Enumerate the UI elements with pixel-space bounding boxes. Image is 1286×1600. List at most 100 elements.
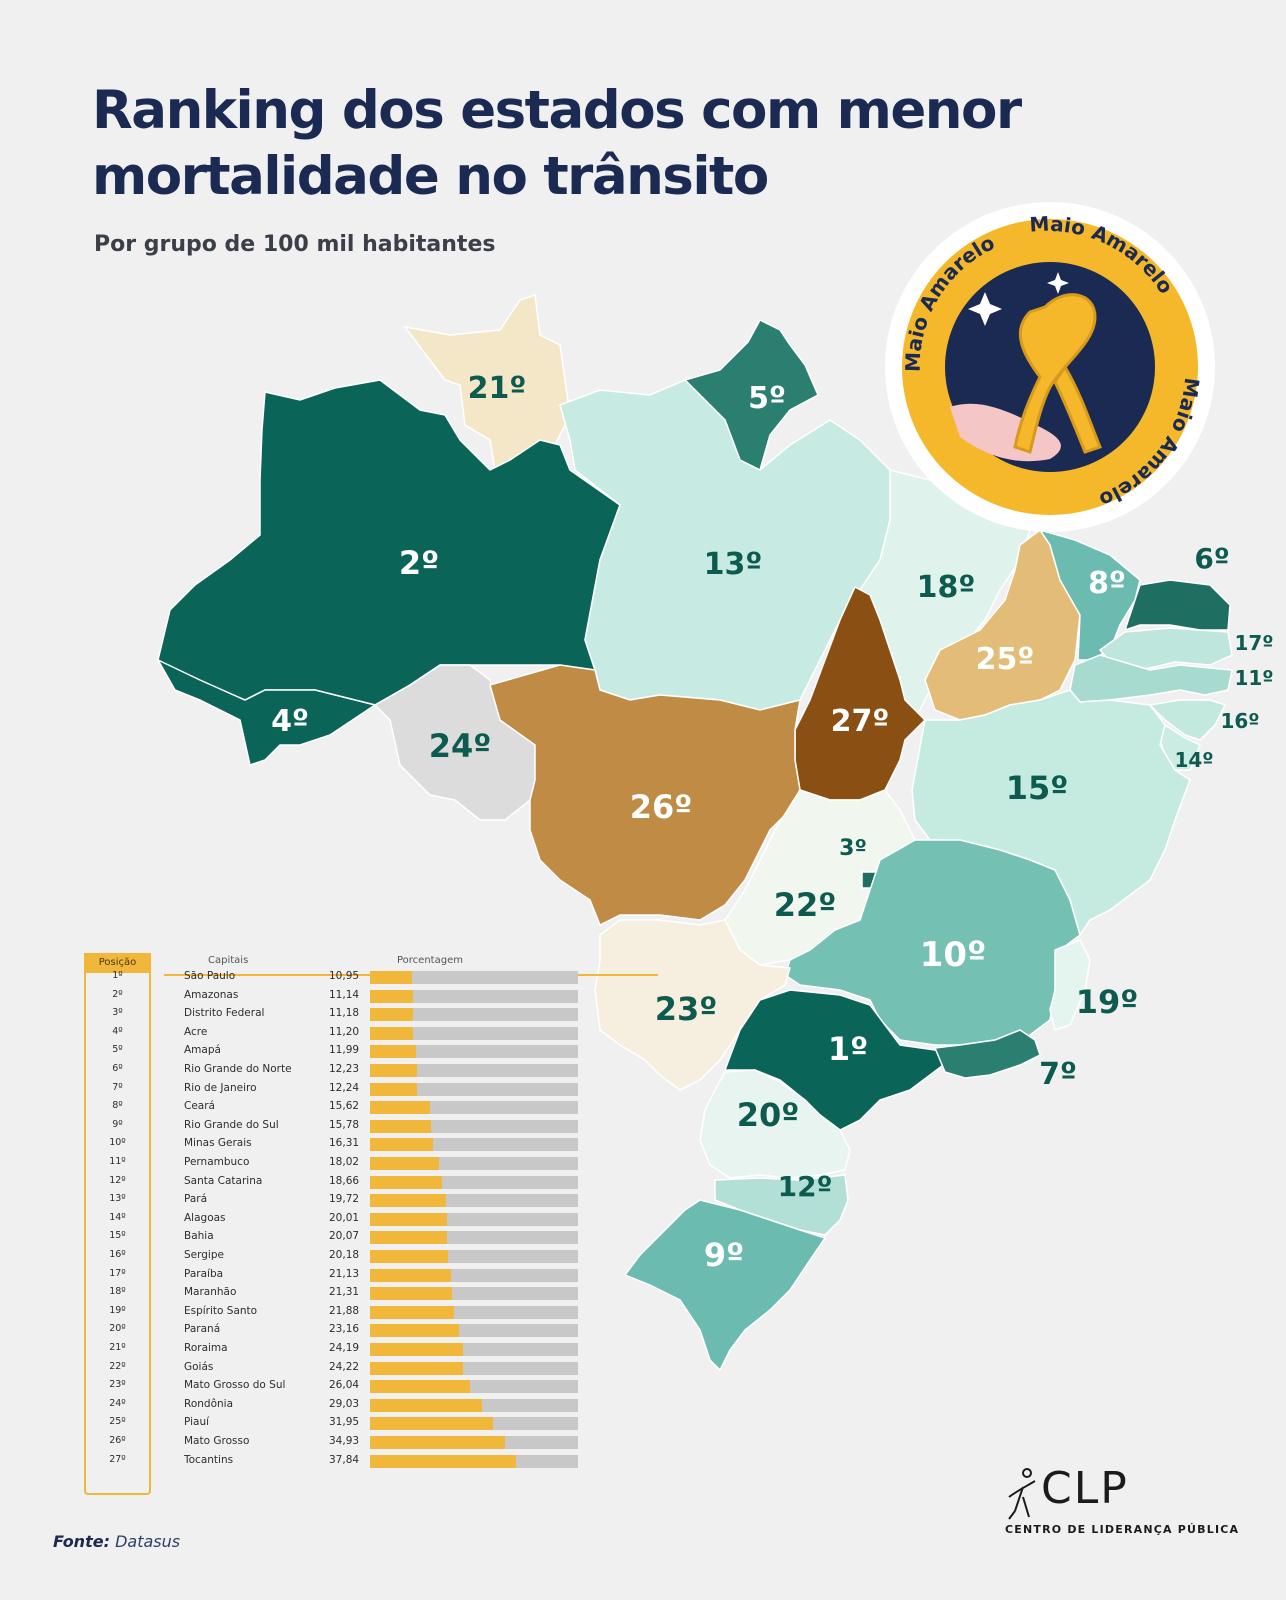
row-bar-track bbox=[370, 1268, 578, 1282]
row-position: 21º bbox=[109, 1342, 126, 1353]
row-state: Maranhão bbox=[184, 1286, 237, 1299]
rank-label-roraima: 21º bbox=[468, 371, 527, 406]
row-state: Paraná bbox=[184, 1323, 221, 1336]
row-state: Acre bbox=[184, 1025, 208, 1038]
row-bar-track bbox=[370, 1101, 578, 1115]
row-value: 21,31 bbox=[329, 1286, 360, 1299]
state-mato-grosso bbox=[489, 664, 801, 927]
rank-label-goias: 22º bbox=[774, 886, 837, 924]
row-position: 8º bbox=[112, 1100, 123, 1112]
row-bar-track bbox=[370, 1287, 578, 1301]
row-position: 25º bbox=[109, 1416, 126, 1428]
row-state: Alagoas bbox=[184, 1211, 226, 1224]
row-bar bbox=[370, 1101, 431, 1115]
row-value: 21,13 bbox=[329, 1267, 360, 1280]
row-state: Rondônia bbox=[184, 1397, 233, 1410]
clp-logo: CLP CENTRO DE LIDERANÇA PÚBLICA bbox=[1005, 1463, 1238, 1555]
table-row: 20º Paraná 23,16 bbox=[80, 1321, 660, 1339]
row-bar-track bbox=[370, 1119, 578, 1133]
position-header: Posição bbox=[84, 953, 151, 973]
row-bar-track bbox=[370, 1324, 578, 1338]
row-state: Rio de Janeiro bbox=[184, 1081, 257, 1094]
capitals-header: Capitais bbox=[208, 955, 249, 966]
row-bar-track bbox=[370, 1064, 578, 1077]
row-value: 26,04 bbox=[329, 1379, 360, 1392]
state-shapes bbox=[156, 293, 1233, 1372]
row-position: 5º bbox=[112, 1044, 123, 1056]
row-state: Distrito Federal bbox=[184, 1007, 265, 1020]
state-rio-grande-do-sul bbox=[623, 1199, 827, 1372]
table-row: 14º Alagoas 20,01 bbox=[80, 1210, 660, 1228]
row-bar-track bbox=[370, 1138, 578, 1152]
row-bar-track bbox=[370, 1380, 578, 1394]
row-position: 3º bbox=[112, 1007, 123, 1019]
rank-label-bahia: 15º bbox=[1006, 769, 1069, 807]
row-state: Rio Grande do Norte bbox=[184, 1063, 292, 1075]
row-value: 10,95 bbox=[329, 970, 360, 982]
row-value: 11,99 bbox=[329, 1044, 360, 1057]
row-bar bbox=[370, 1436, 505, 1449]
row-bar bbox=[370, 1398, 482, 1412]
state-parana bbox=[699, 1069, 851, 1179]
rank-label-santa-catarina: 12º bbox=[778, 1170, 833, 1203]
table-row: 8º Ceará 15,62 bbox=[80, 1098, 660, 1116]
row-position: 16º bbox=[109, 1249, 126, 1260]
row-state: Piauí bbox=[184, 1416, 210, 1429]
rank-label-para: 13º bbox=[704, 547, 763, 582]
row-bar-track bbox=[370, 1175, 578, 1189]
row-position: 2º bbox=[112, 988, 123, 1000]
table-row: 15º Bahia 20,07 bbox=[80, 1228, 660, 1246]
table-row: 18º Maranhão 21,31 bbox=[80, 1284, 660, 1302]
row-bar-track bbox=[370, 1157, 578, 1170]
table-row: 13º Pará 19,72 bbox=[80, 1191, 660, 1209]
rank-label-mato-grosso-do-sul: 23º bbox=[655, 990, 718, 1028]
row-bar-track bbox=[370, 971, 578, 984]
row-position: 6º bbox=[112, 1063, 123, 1074]
table-row: 12º Santa Catarina 18,66 bbox=[80, 1173, 660, 1191]
row-bar-track bbox=[370, 1212, 578, 1226]
state-amazonas bbox=[157, 379, 621, 706]
row-position: 23º bbox=[109, 1379, 126, 1391]
row-state: São Paulo bbox=[184, 970, 236, 982]
row-value: 15,62 bbox=[329, 1100, 360, 1113]
table-row: 5º Amapá 11,99 bbox=[80, 1042, 660, 1060]
rank-label-tocantins: 27º bbox=[831, 704, 890, 739]
row-bar bbox=[370, 1417, 494, 1431]
row-position: 14º bbox=[109, 1211, 126, 1223]
row-bar bbox=[370, 1268, 452, 1282]
row-bar bbox=[370, 1287, 453, 1301]
maio-amarelo-badge: Maio Amarelo Maio Amarelo Maio Amarelo bbox=[885, 202, 1215, 532]
table-row: 4º Acre 11,20 bbox=[80, 1024, 660, 1042]
table-row: 22º Goiás 24,22 bbox=[80, 1359, 660, 1377]
row-bar bbox=[370, 1082, 418, 1096]
row-bar bbox=[370, 1157, 440, 1170]
rank-label-amapa: 5º bbox=[748, 381, 786, 416]
rank-label-piaui: 25º bbox=[976, 642, 1035, 677]
row-position: 27º bbox=[109, 1453, 126, 1465]
table-row: 9º Rio Grande do Sul 15,78 bbox=[80, 1117, 660, 1135]
row-bar-track bbox=[370, 1045, 578, 1059]
row-value: 31,95 bbox=[329, 1416, 360, 1429]
table-row: 27º Tocantins 37,84 bbox=[80, 1452, 660, 1470]
rank-label-rondonia: 24º bbox=[429, 727, 492, 765]
table-row: 19º Espírito Santo 21,88 bbox=[80, 1303, 660, 1321]
row-position: 7º bbox=[112, 1081, 123, 1093]
row-state: Minas Gerais bbox=[184, 1137, 252, 1150]
row-bar-track bbox=[370, 989, 578, 1003]
rank-label-minas-gerais: 10º bbox=[920, 935, 987, 975]
row-position: 15º bbox=[109, 1230, 126, 1242]
page-title: Ranking dos estados com menor mortalidad… bbox=[92, 80, 1022, 207]
row-bar bbox=[370, 971, 413, 984]
row-position: 4º bbox=[112, 1025, 123, 1037]
rank-label-rio-grande-do-sul: 9º bbox=[704, 1236, 744, 1274]
row-bar bbox=[370, 1324, 460, 1338]
hand-icon bbox=[950, 403, 1061, 462]
row-position: 11º bbox=[109, 1156, 126, 1167]
state-alagoas bbox=[1148, 699, 1227, 741]
row-value: 23,16 bbox=[329, 1323, 360, 1336]
row-value: 29,03 bbox=[329, 1397, 360, 1410]
clp-logo-text: CLP bbox=[1041, 1463, 1129, 1514]
row-bar-track bbox=[370, 1250, 578, 1263]
